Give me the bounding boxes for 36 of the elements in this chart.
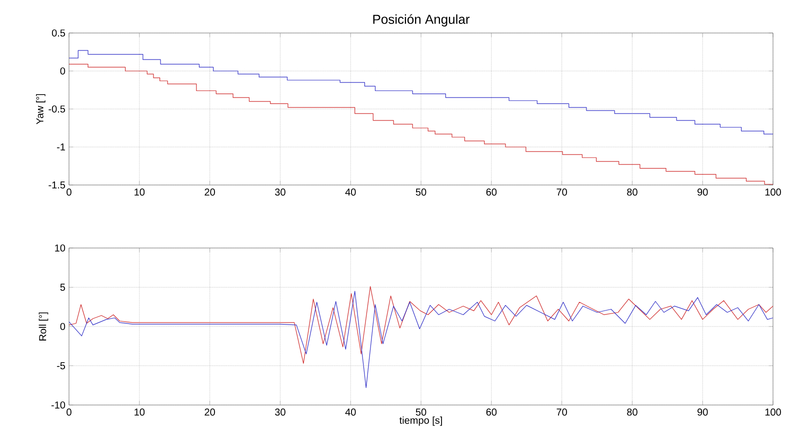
x-tick-label: 80 [627,188,638,196]
x-tick-label: 70 [556,188,567,196]
y-tick-label: 0 [60,67,66,75]
y-tick-label: 5 [60,284,66,291]
x-tick-label: 20 [204,408,215,416]
x-axis-title: tiempo [s] [399,416,442,426]
y-axis-title: Yaw [°] [36,94,46,124]
x-tick-label: 0 [66,188,72,196]
y-tick-label: -1.5 [48,182,66,188]
y-tick-label: -1 [57,144,65,150]
x-tick-label: 90 [698,188,708,196]
x-tick-label: 20 [204,188,215,196]
y-tick-label: 0 [60,322,66,330]
x-tick-label: 40 [345,408,356,416]
x-tick-label: 100 [765,188,781,196]
chart-title: Posición Angular [373,14,470,26]
x-tick-label: 50 [416,188,426,196]
x-tick-label: 50 [416,408,426,416]
x-tick-label: 70 [556,408,567,416]
x-tick-label: 10 [134,408,145,416]
x-tick-label: 80 [627,408,638,416]
y-tick-label: -0.5 [48,105,66,113]
y-tick-label: 0.5 [52,29,66,37]
x-tick-label: 90 [698,408,708,416]
y-axis-title: Roll [°] [38,312,48,340]
y-tick-label: 10 [55,244,66,252]
x-tick-label: 100 [765,408,781,416]
x-tick-label: 30 [275,188,286,196]
x-tick-label: 30 [275,408,286,416]
y-tick-label: -10 [51,401,66,409]
x-tick-label: 10 [134,188,145,196]
x-tick-label: 40 [345,188,356,196]
x-tick-label: 60 [486,408,497,416]
x-tick-label: 0 [66,408,72,416]
x-tick-label: 60 [486,188,497,196]
y-tick-label: -5 [57,362,66,370]
